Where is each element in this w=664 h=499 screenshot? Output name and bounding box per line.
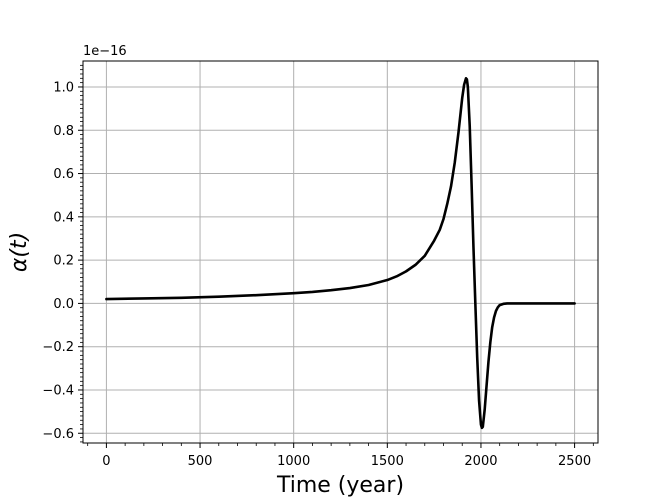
y-tick-label: 1.0 bbox=[53, 80, 74, 95]
x-tick-label: 1500 bbox=[371, 454, 404, 469]
x-axis-label: Time (year) bbox=[276, 473, 404, 498]
y-tick-label: −0.4 bbox=[42, 383, 74, 398]
x-tick-label: 1000 bbox=[277, 454, 310, 469]
x-tick-label: 2500 bbox=[558, 454, 591, 469]
x-tick-label: 500 bbox=[188, 454, 213, 469]
y-axis-offset-text: 1e−16 bbox=[83, 44, 127, 59]
data-series bbox=[105, 77, 576, 430]
grid-lines bbox=[83, 61, 598, 443]
alpha-series-line bbox=[105, 77, 576, 430]
y-axis-label: α(t) bbox=[7, 232, 32, 272]
x-tick-label: 2000 bbox=[464, 454, 497, 469]
axes-frame bbox=[82, 60, 599, 444]
y-tick-label: −0.2 bbox=[42, 340, 74, 355]
y-tick-label: 0.2 bbox=[53, 254, 74, 269]
x-axis-ticks: 0 500 1000 1500 2000 2500 bbox=[87, 443, 594, 469]
y-tick-label: 0.6 bbox=[53, 167, 74, 182]
y-axis-ticks: −0.6 −0.4 −0.2 0.0 0.2 0.4 0.6 0.8 1.0 bbox=[42, 64, 83, 443]
x-tick-label: 0 bbox=[102, 454, 110, 469]
y-tick-label: 0.4 bbox=[53, 210, 74, 225]
y-tick-label: −0.6 bbox=[42, 427, 74, 442]
y-tick-label: 0.0 bbox=[53, 297, 74, 312]
y-tick-label: 0.8 bbox=[53, 124, 74, 139]
